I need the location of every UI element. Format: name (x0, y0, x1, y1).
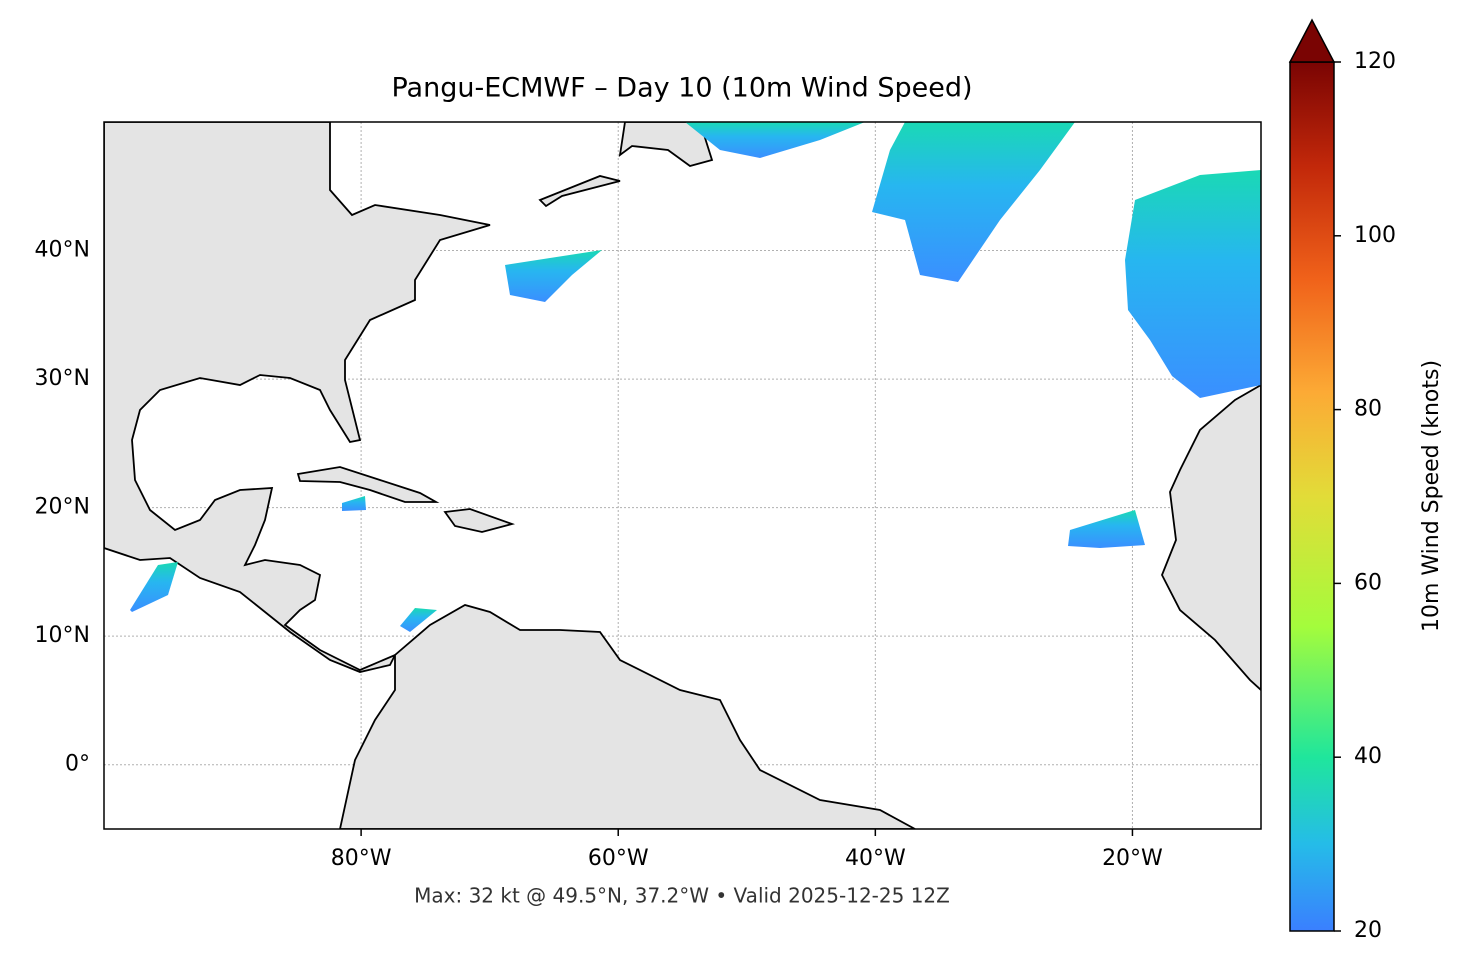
colorbar-label: 10m Wind Speed (knots) (1419, 360, 1444, 632)
map-frame (103, 121, 1262, 830)
colorbar-tick-label: 120 (1354, 49, 1396, 74)
map-title: Pangu-ECMWF – Day 10 (10m Wind Speed) (391, 73, 972, 104)
y-tick-label: 20°N (35, 495, 90, 520)
y-tick-label: 10°N (35, 623, 90, 648)
wind-area (1068, 510, 1145, 548)
x-tick-label: 40°W (845, 846, 906, 871)
africa (1161, 383, 1261, 692)
north-america (104, 122, 491, 673)
south-america (339, 604, 916, 829)
x-tick-label: 60°W (588, 846, 649, 871)
footnote: Max: 32 kt @ 49.5°N, 37.2°W • Valid 2025… (414, 884, 950, 908)
wind-area (1125, 170, 1261, 398)
colorbar-tick-label: 20 (1354, 918, 1382, 943)
wind-area (505, 250, 602, 302)
wind-area (685, 122, 865, 158)
colorbar-tick-label: 100 (1354, 223, 1396, 248)
colorbar-tick-label: 40 (1354, 744, 1382, 769)
x-tick-label: 80°W (331, 846, 392, 871)
y-tick-label: 30°N (35, 366, 90, 391)
wind-area (872, 122, 1075, 282)
wind-area (130, 562, 178, 612)
colorbar (1289, 61, 1335, 932)
wind-area (342, 496, 366, 511)
colorbar-extension (1288, 18, 1336, 63)
y-tick-label: 0° (65, 752, 90, 777)
hispaniola (443, 508, 516, 533)
wind-area (400, 608, 437, 632)
colorbar-tick-label: 60 (1354, 570, 1382, 595)
nova-scotia (538, 175, 621, 208)
x-tick-label: 20°W (1102, 846, 1163, 871)
wind-layer (130, 122, 1261, 632)
axis-ticks: 80°W 60°W 40°W 20°W 0° 10°N 20°N 30°N 40°N 20 40 60… (35, 49, 1396, 943)
colorbar-tick-label: 80 (1354, 397, 1382, 422)
cuba (296, 466, 440, 503)
y-tick-label: 40°N (35, 238, 90, 263)
